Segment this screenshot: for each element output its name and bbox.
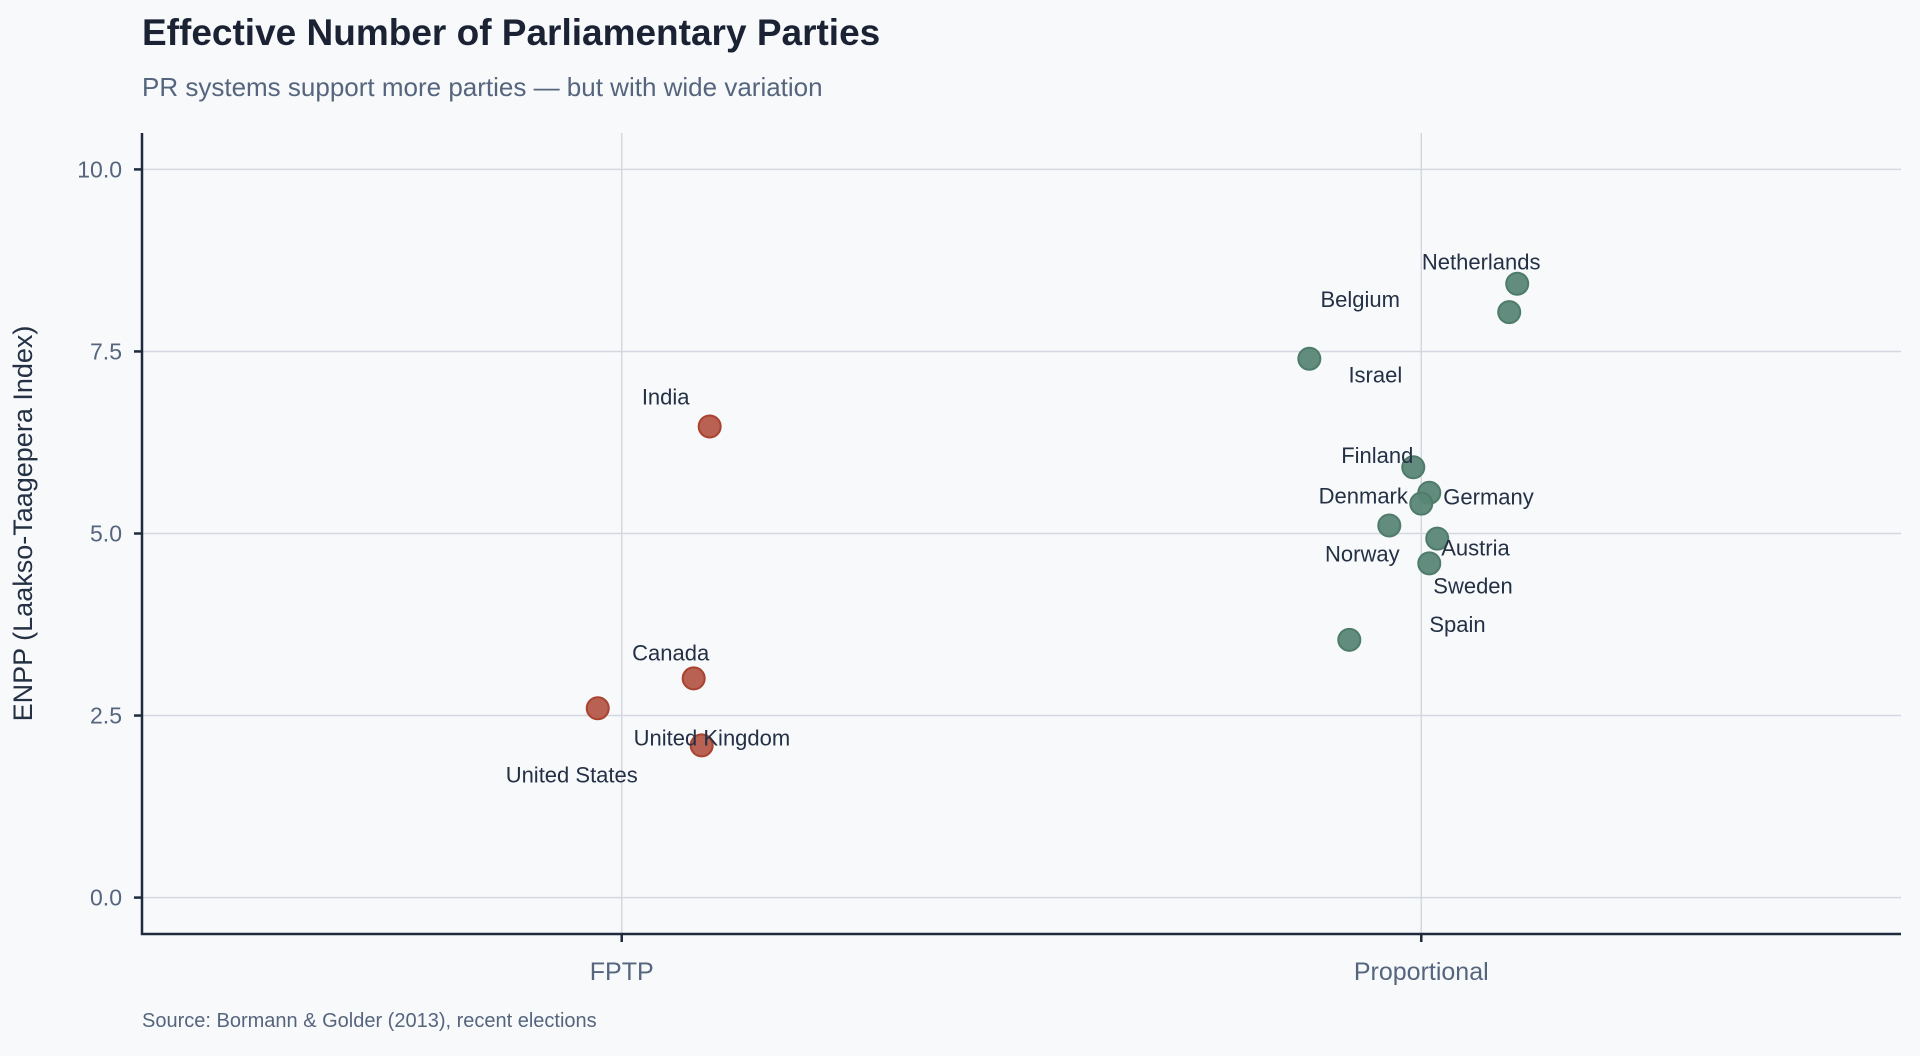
data-point	[1377, 513, 1402, 538]
point-label: Finland	[1341, 443, 1413, 468]
point-label: United Kingdom	[634, 725, 791, 750]
data-point	[1401, 455, 1426, 480]
data-point	[1297, 346, 1322, 371]
y-tick-label: 5.0	[90, 521, 122, 547]
y-tick-label: 0.0	[90, 885, 122, 911]
data-point	[1425, 526, 1450, 551]
source-note: Source: Bormann & Golder (2013), recent …	[142, 1010, 597, 1032]
chart-subtitle: PR systems support more parties — but wi…	[142, 72, 823, 102]
x-tick-label: FPTP	[590, 958, 654, 986]
grid-lines	[142, 133, 1901, 934]
data-point	[689, 733, 714, 758]
data-points	[585, 271, 1530, 758]
point-label: United States	[506, 762, 638, 787]
tick-labels: 0.0 2.5 5.0 7.5 10.0 FPTP Proportional	[77, 156, 1488, 986]
point-label: Germany	[1443, 485, 1533, 510]
y-tick-label: 2.5	[90, 703, 122, 729]
point-label: Canada	[632, 640, 710, 665]
data-point	[681, 666, 706, 691]
data-point	[1409, 491, 1434, 516]
point-label: Netherlands	[1422, 250, 1541, 275]
point-label: Israel	[1348, 363, 1402, 388]
data-point	[697, 414, 722, 439]
point-label: Austria	[1441, 536, 1510, 561]
point-label: Sweden	[1433, 573, 1513, 598]
axes	[134, 133, 1901, 942]
y-axis-label: ENPP (Laakso-Taagepera Index)	[8, 326, 38, 722]
point-label: Norway	[1325, 541, 1400, 566]
x-tick-label: Proportional	[1354, 958, 1489, 986]
point-label: Belgium	[1320, 287, 1399, 312]
y-tick-label: 10.0	[77, 156, 122, 182]
point-label: Denmark	[1319, 484, 1409, 509]
axis-spines	[140, 133, 1901, 936]
point-labels: India Canada United States United Kingdom Ne…	[506, 250, 1541, 788]
y-tick-label: 7.5	[90, 338, 122, 364]
data-point	[1505, 271, 1530, 296]
data-point	[1417, 551, 1442, 576]
data-point	[585, 696, 610, 721]
chart-title: Effective Number of Parliamentary Partie…	[142, 12, 881, 53]
data-point	[1497, 300, 1522, 325]
data-point	[1337, 627, 1362, 652]
point-label: Spain	[1429, 612, 1485, 637]
point-label: India	[642, 384, 690, 409]
